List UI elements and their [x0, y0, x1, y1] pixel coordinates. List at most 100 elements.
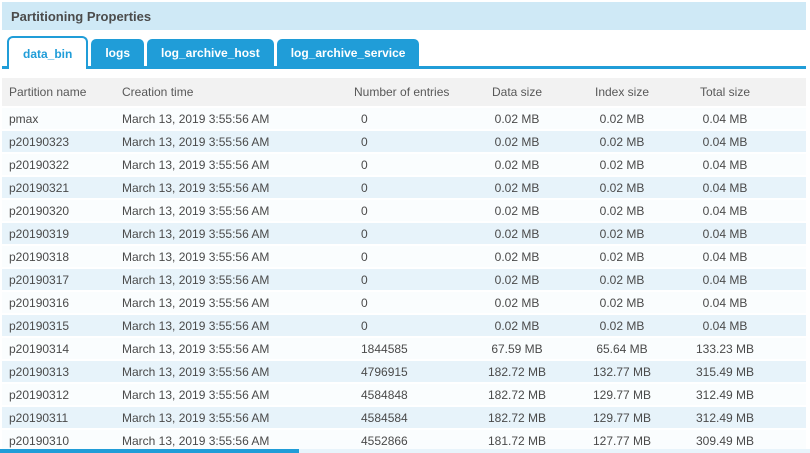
table-row: p20190317 March 13, 2019 3:55:56 AM 0 0.… [2, 269, 806, 290]
cell-creation-time: March 13, 2019 3:55:56 AM [122, 272, 270, 287]
cell-total-size: 0.04 MB [702, 226, 748, 241]
tab-logs[interactable]: logs [91, 39, 145, 66]
tab-label: data_bin [23, 46, 73, 61]
cell-number-of-entries: 0 [361, 180, 368, 195]
cell-creation-time: March 13, 2019 3:55:56 AM [122, 410, 270, 425]
cell-index-size: 65.64 MB [596, 341, 648, 356]
cell-total-size: 312.49 MB [695, 410, 755, 425]
table-row: p20190321 March 13, 2019 3:55:56 AM 0 0.… [2, 177, 806, 198]
horizontal-scrollbar-track[interactable] [0, 449, 810, 453]
column-header: Data size [491, 85, 543, 99]
cell-creation-time: March 13, 2019 3:55:56 AM [122, 134, 270, 149]
cell-partition-name: p20190313 [9, 364, 70, 379]
cell-total-size: 0.04 MB [702, 295, 748, 310]
tab-data_bin[interactable]: data_bin [7, 36, 89, 69]
cell-creation-time: March 13, 2019 3:55:56 AM [122, 433, 270, 448]
cell-index-size: 0.02 MB [599, 180, 645, 195]
cell-number-of-entries: 0 [361, 203, 368, 218]
cell-number-of-entries: 0 [361, 249, 368, 264]
cell-index-size: 129.77 MB [592, 387, 652, 402]
tab-label: log_archive_host [161, 45, 260, 60]
column-header: Number of entries [354, 85, 450, 99]
tab-log_archive_host[interactable]: log_archive_host [147, 39, 274, 66]
cell-partition-name: p20190311 [9, 410, 69, 425]
cell-partition-name: p20190317 [9, 272, 70, 287]
tab-log_archive_service[interactable]: log_archive_service [276, 39, 420, 66]
cell-partition-name: p20190322 [9, 157, 70, 172]
horizontal-scrollbar-thumb[interactable] [0, 449, 299, 453]
cell-partition-name: p20190315 [9, 318, 70, 333]
table-row: p20190319 March 13, 2019 3:55:56 AM 0 0.… [2, 223, 806, 244]
cell-total-size: 133.23 MB [695, 341, 755, 356]
cell-creation-time: March 13, 2019 3:55:56 AM [122, 341, 270, 356]
cell-number-of-entries: 4552866 [361, 433, 408, 448]
cell-data-size: 0.02 MB [494, 134, 540, 149]
cell-number-of-entries: 4584584 [361, 410, 408, 425]
cell-index-size: 127.77 MB [592, 433, 652, 448]
cell-number-of-entries: 0 [361, 111, 368, 126]
cell-partition-name: p20190321 [9, 180, 70, 195]
cell-total-size: 312.49 MB [695, 387, 755, 402]
cell-partition-name: p20190320 [9, 203, 70, 218]
cell-partition-name: p20190310 [9, 433, 70, 448]
cell-data-size: 182.72 MB [487, 364, 547, 379]
cell-number-of-entries: 1844585 [361, 341, 408, 356]
cell-number-of-entries: 0 [361, 318, 368, 333]
cell-total-size: 309.49 MB [695, 433, 755, 448]
cell-index-size: 0.02 MB [599, 272, 645, 287]
cell-partition-name: p20190314 [9, 341, 70, 356]
table-row: p20190318 March 13, 2019 3:55:56 AM 0 0.… [2, 246, 806, 267]
table-header-row: Partition name Creation time Number of ent… [2, 78, 806, 106]
column-header: Partition name [9, 85, 87, 99]
cell-creation-time: March 13, 2019 3:55:56 AM [122, 111, 270, 126]
tab-label: log_archive_service [290, 45, 406, 60]
table-row: p20190314 March 13, 2019 3:55:56 AM 1844… [2, 338, 806, 359]
cell-total-size: 0.04 MB [702, 111, 748, 126]
tab-label: logs [105, 45, 131, 60]
cell-data-size: 0.02 MB [494, 111, 540, 126]
cell-index-size: 0.02 MB [599, 318, 645, 333]
cell-partition-name: p20190319 [9, 226, 70, 241]
cell-creation-time: March 13, 2019 3:55:56 AM [122, 387, 270, 402]
cell-number-of-entries: 0 [361, 295, 368, 310]
cell-index-size: 129.77 MB [592, 410, 652, 425]
table-row: pmax March 13, 2019 3:55:56 AM 0 0.02 MB… [2, 108, 806, 129]
cell-creation-time: March 13, 2019 3:55:56 AM [122, 249, 270, 264]
cell-data-size: 182.72 MB [487, 410, 547, 425]
cell-data-size: 0.02 MB [494, 226, 540, 241]
cell-creation-time: March 13, 2019 3:55:56 AM [122, 364, 270, 379]
panel-title: Partitioning Properties [11, 8, 152, 24]
table-row: p20190313 March 13, 2019 3:55:56 AM 4796… [2, 361, 806, 382]
table-row: p20190315 March 13, 2019 3:55:56 AM 0 0.… [2, 315, 806, 336]
column-header: Creation time [122, 85, 194, 99]
cell-index-size: 0.02 MB [599, 157, 645, 172]
cell-total-size: 0.04 MB [702, 134, 748, 149]
panel-titlebar: Partitioning Properties [2, 2, 806, 30]
cell-data-size: 0.02 MB [494, 203, 540, 218]
cell-total-size: 0.04 MB [702, 249, 748, 264]
column-header: Index size [594, 85, 650, 99]
cell-total-size: 0.04 MB [702, 272, 748, 287]
cell-creation-time: March 13, 2019 3:55:56 AM [122, 157, 270, 172]
cell-number-of-entries: 0 [361, 134, 368, 149]
table-row: p20190323 March 13, 2019 3:55:56 AM 0 0.… [2, 131, 806, 152]
cell-data-size: 0.02 MB [494, 295, 540, 310]
cell-data-size: 67.59 MB [491, 341, 543, 356]
cell-index-size: 0.02 MB [599, 203, 645, 218]
cell-index-size: 132.77 MB [592, 364, 652, 379]
cell-number-of-entries: 4796915 [361, 364, 408, 379]
cell-creation-time: March 13, 2019 3:55:56 AM [122, 318, 270, 333]
cell-total-size: 0.04 MB [702, 180, 748, 195]
cell-number-of-entries: 0 [361, 272, 368, 287]
cell-number-of-entries: 0 [361, 226, 368, 241]
tab-strip: data_bin logs log_archive_host log_archive_… [2, 36, 806, 69]
cell-data-size: 181.72 MB [487, 433, 547, 448]
table-row: p20190312 March 13, 2019 3:55:56 AM 4584… [2, 384, 806, 405]
cell-data-size: 0.02 MB [494, 249, 540, 264]
cell-creation-time: March 13, 2019 3:55:56 AM [122, 226, 270, 241]
cell-index-size: 0.02 MB [599, 249, 645, 264]
cell-partition-name: p20190312 [9, 387, 70, 402]
table-row: p20190311 March 13, 2019 3:55:56 AM 4584… [2, 407, 806, 428]
cell-partition-name: p20190318 [9, 249, 70, 264]
table-body: pmax March 13, 2019 3:55:56 AM 0 0.02 MB… [2, 108, 806, 451]
